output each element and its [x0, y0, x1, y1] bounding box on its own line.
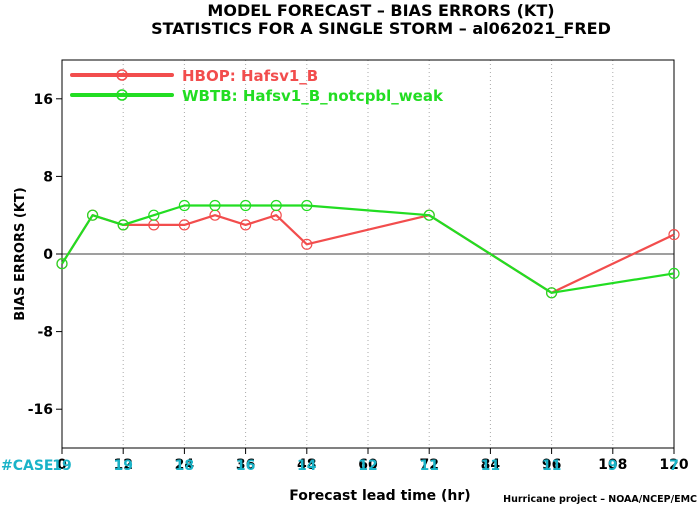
x-tick-label: 36	[236, 457, 255, 473]
case-count-value: 19	[113, 458, 132, 474]
legend: HBOP: Hafsv1_B WBTB: Hafsv1_B_notcpbl_wea…	[70, 67, 444, 105]
data-point-series-2	[668, 267, 680, 279]
x-tick-label: 72	[419, 457, 438, 473]
case-count-value: 11	[419, 458, 438, 474]
case-count-value: 19	[52, 458, 71, 474]
y-tick-label: 16	[34, 92, 53, 108]
y-tick-label: 0	[43, 247, 53, 263]
x-tick-label: 96	[542, 457, 561, 473]
data-point-series-1	[178, 219, 190, 231]
y-tick-label: -8	[37, 325, 53, 341]
data-point-series-2	[270, 199, 282, 212]
y-axis-label: BIAS ERRORS (KT)	[13, 187, 28, 320]
data-point-series-2	[545, 287, 558, 299]
series-line-2	[61, 204, 675, 294]
legend-swatch-marker	[116, 69, 128, 81]
data-point-series-2	[56, 258, 68, 270]
x-tick-label: 84	[481, 457, 501, 473]
chart-title-line2: STATISTICS FOR A SINGLE STORM – al062021…	[151, 19, 611, 38]
x-tick-label: 120	[659, 457, 688, 473]
data-point-series-1	[240, 219, 252, 231]
data-point-series-1	[301, 238, 313, 250]
case-count-value: 11	[481, 458, 500, 474]
axis-ticks: 0 12 24 36 48 60 72 84 96 108 120 -16 -8 0 8 16	[28, 92, 689, 473]
credit-text: Hurricane project – NOAA/NCEP/EMC	[503, 494, 697, 505]
x-axis-label: Forecast lead time (hr)	[289, 488, 470, 504]
y-tick-label: -16	[28, 402, 53, 418]
legend-swatch-marker	[116, 89, 128, 101]
case-count-value: 16	[236, 458, 255, 474]
x-tick-label: 24	[175, 457, 195, 473]
x-tick-label: 48	[297, 457, 316, 473]
case-count-value: 14	[297, 458, 317, 474]
y-tick-label: 8	[43, 169, 53, 185]
chart-title-line1: MODEL FORECAST – BIAS ERRORS (KT)	[207, 1, 554, 20]
x-tick-label: 108	[598, 457, 627, 473]
data-point-series-1	[668, 229, 680, 241]
data-point-series-2	[148, 209, 160, 221]
data-point-series-2	[423, 209, 435, 221]
legend-label: WBTB: Hafsv1_B_notcpbl_weak	[182, 87, 444, 105]
legend-label: HBOP: Hafsv1_B	[182, 67, 318, 85]
case-count-value: 18	[175, 458, 194, 474]
data-point-series-2	[209, 199, 221, 212]
series-lines	[56, 199, 680, 299]
case-row-label: #CASE	[1, 458, 54, 474]
x-tick-label: 0	[57, 457, 67, 473]
data-point-series-2	[86, 209, 99, 221]
data-point-series-2	[240, 199, 252, 212]
case-count-value: 12	[358, 458, 377, 474]
case-count-value: 11	[542, 458, 561, 474]
grid-lines	[122, 60, 614, 448]
data-point-series-2	[178, 199, 190, 212]
data-point-series-2	[301, 199, 313, 212]
data-point-series-2	[117, 219, 129, 231]
case-count-value: 9	[608, 458, 618, 474]
x-tick-label: 12	[113, 457, 132, 473]
x-tick-label: 60	[358, 457, 378, 473]
case-count-value: 7	[669, 458, 679, 474]
